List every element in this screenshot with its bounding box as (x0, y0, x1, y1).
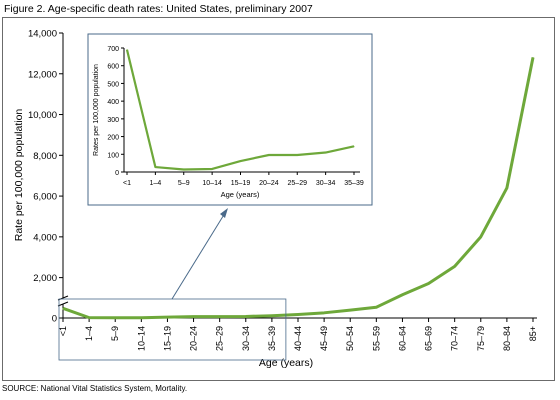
inset-x-tick-label: 10–14 (202, 180, 222, 187)
inset-x-tick-label: 30–34 (316, 180, 336, 187)
inset-y-tick-label: 300 (107, 117, 119, 124)
inset-data-point (183, 169, 185, 171)
x-tick-label: 30–34 (241, 326, 251, 351)
figure-frame (2, 17, 555, 381)
inset-x-tick-label: 15–19 (231, 180, 251, 187)
inset-y-tick-label: 700 (107, 46, 119, 53)
data-point (401, 294, 403, 296)
x-tick-label: 35–39 (267, 326, 277, 351)
inset-x-tick-label: 20–24 (259, 180, 279, 187)
x-tick-label: 1–4 (84, 326, 94, 341)
inset-x-tick-label: 1–4 (150, 180, 162, 187)
data-point (323, 312, 325, 314)
x-tick-label: 10–14 (136, 326, 146, 351)
x-tick-label: 15–19 (162, 326, 172, 351)
y-tick-label: 6,000 (33, 192, 57, 203)
inset-data-point (126, 49, 128, 51)
x-tick-label: 20–24 (189, 326, 199, 351)
data-point (114, 317, 116, 319)
y-tick-label: 2,000 (33, 273, 57, 284)
inset-data-point (325, 152, 327, 154)
y-tick-label: 12,000 (28, 69, 57, 80)
data-point (193, 316, 195, 318)
x-tick-label: 65–69 (424, 326, 434, 351)
data-point (428, 283, 430, 285)
inset-x-tick-label: 25–29 (288, 180, 308, 187)
source-note: SOURCE: National Vital Statistics System… (2, 384, 188, 393)
y-tick-label: 10,000 (28, 110, 57, 121)
inset-x-tick-label: 35–39 (344, 180, 364, 187)
inset-data-point (268, 154, 270, 156)
inset-data-point (154, 166, 156, 168)
data-point (88, 317, 90, 319)
inset-y-tick-label: 400 (107, 99, 119, 106)
data-point (62, 307, 64, 309)
y-tick-label: 4,000 (33, 232, 57, 243)
x-tick-label: 40–44 (293, 326, 303, 351)
x-tick-label: 45–49 (319, 326, 329, 351)
inset-y-tick-label: 500 (107, 81, 119, 88)
data-point (506, 187, 508, 189)
data-point (297, 314, 299, 315)
x-tick-label: <1 (58, 326, 68, 336)
inset-y-tick-label: 100 (107, 152, 119, 159)
x-tick-label: 5–9 (110, 326, 120, 341)
inset-y-axis-title: Rates per 100,000 population (93, 64, 100, 156)
data-point (532, 56, 534, 58)
data-point (349, 309, 351, 311)
x-tick-label: 75–79 (476, 326, 486, 351)
zoom-connector-line (171, 212, 226, 300)
data-point (219, 316, 221, 318)
axis-break-mark (57, 301, 69, 307)
x-tick-label: 80–84 (502, 326, 512, 351)
inset-x-axis-title: Age (years) (221, 190, 260, 199)
inset-data-point (211, 168, 213, 170)
inset-data-point (353, 145, 355, 147)
inset-y-tick-label: 200 (107, 135, 119, 142)
inset-data-point (240, 160, 241, 162)
x-tick-label: 85+ (528, 326, 538, 341)
data-point (245, 315, 247, 317)
y-tick-label: 0 (52, 314, 57, 325)
data-point (166, 316, 168, 318)
x-tick-label: 25–29 (215, 326, 225, 351)
data-point (271, 315, 273, 317)
data-point (480, 236, 482, 238)
inset-data-point (296, 154, 298, 156)
inset-frame (87, 33, 373, 206)
data-point (454, 265, 456, 267)
x-tick-label: 70–74 (450, 326, 460, 351)
zoom-connector-arrowhead (220, 208, 228, 218)
inset-x-tick-label: <1 (123, 180, 131, 187)
y-tick-label: 14,000 (28, 29, 57, 40)
figure-title: Figure 2. Age-specific death rates: Unit… (4, 3, 313, 15)
inset-y-tick-label: 0 (115, 170, 119, 177)
x-tick-label: 55–59 (371, 326, 381, 351)
y-axis-title: Rate per 100,000 population (13, 109, 25, 242)
data-point (140, 317, 142, 319)
y-tick-label: 8,000 (33, 151, 57, 162)
inset-y-tick-label: 600 (107, 64, 119, 71)
x-tick-label: 60–64 (397, 326, 407, 351)
data-point (375, 306, 377, 308)
inset-x-tick-label: 5–9 (178, 180, 190, 187)
x-tick-label: 50–54 (345, 326, 355, 351)
